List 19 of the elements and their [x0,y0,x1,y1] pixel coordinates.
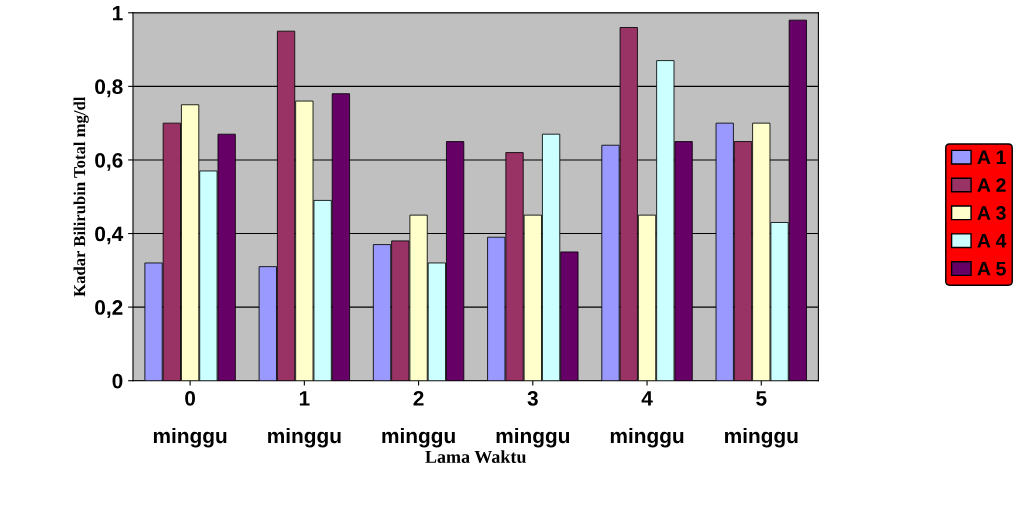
legend-label: A 3 [977,206,1006,220]
legend-label: A 2 [977,178,1006,192]
x-tick-label: 0 minggu [153,390,227,448]
y-tick-label: 0,2 [95,300,123,318]
y-tick-label: 0,6 [95,152,123,171]
legend-label: A 4 [977,234,1007,248]
y-tick-label: 0 [112,373,123,389]
x-tick-label: 5 minggu [725,391,798,448]
legend-label: A 5 [977,261,1006,276]
y-tick-label: 0,8 [95,79,123,98]
x-tick-label: 4 minggu [610,391,684,448]
x-axis-title: Lama Waktu [425,450,526,464]
x-tick-label: 3 minggu [496,390,570,448]
legend-label: A 1 [977,150,1006,164]
y-tick-label: 1 [112,5,123,21]
x-tick-label: 1 minggu [268,391,341,448]
y-axis-title: Kadar Bilirubin Total mg/dl [73,96,89,297]
x-tick-label: 2 minggu [382,390,455,448]
y-tick-label: 0,4 [95,226,124,245]
